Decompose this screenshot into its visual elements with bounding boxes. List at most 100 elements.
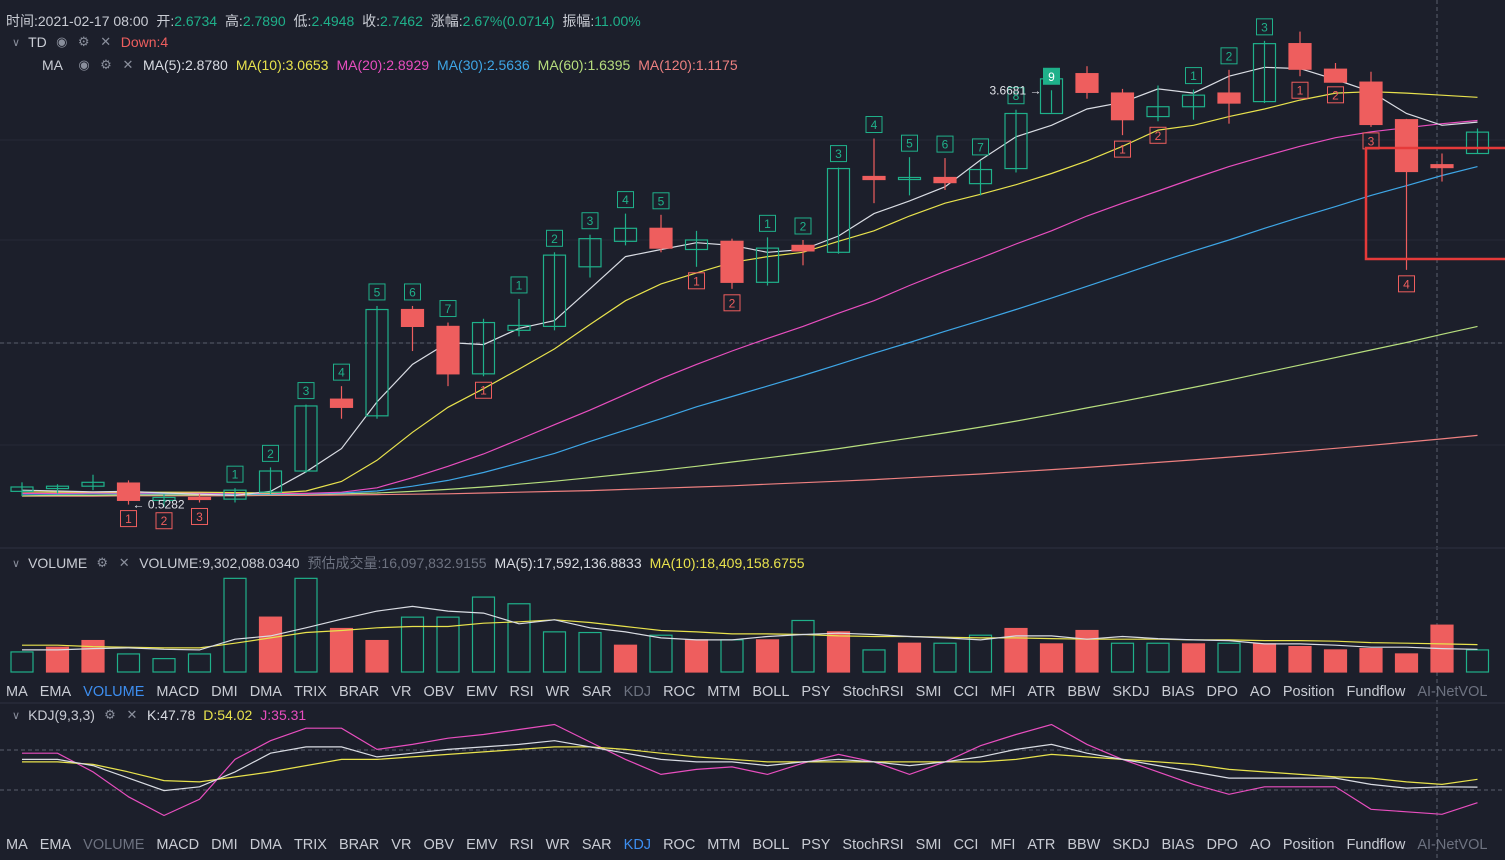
tab-boll-bottom[interactable]: BOLL [752, 837, 790, 853]
tab-dma-bottom[interactable]: DMA [249, 837, 282, 853]
tab-mfi-top[interactable]: MFI [990, 684, 1016, 700]
tab-skdj-bottom[interactable]: SKDJ [1112, 837, 1150, 853]
tab-macd-bottom[interactable]: MACD [156, 837, 200, 853]
tab-ema-bottom[interactable]: EMA [39, 837, 72, 853]
tab-roc-bottom[interactable]: ROC [663, 837, 696, 853]
tab-brar-bottom[interactable]: BRAR [338, 837, 380, 853]
td-label-box [581, 212, 599, 230]
tab-wr-top[interactable]: WR [545, 684, 570, 700]
tab-ai-netvol-top[interactable]: AI-NetVOL [1417, 684, 1488, 700]
gear-icon[interactable]: ⚙ [77, 34, 90, 49]
tab-cci-bottom[interactable]: CCI [953, 837, 979, 853]
eye-icon[interactable]: ◉ [56, 34, 68, 49]
tab-atr-bottom[interactable]: ATR [1027, 837, 1056, 853]
tab-roc-top[interactable]: ROC [663, 684, 696, 700]
td-label-number: 8 [1013, 89, 1020, 103]
tab-psy-top[interactable]: PSY [801, 684, 831, 700]
tab-kdj-bottom[interactable]: KDJ [623, 837, 652, 853]
td-label: 8 [1007, 87, 1025, 105]
tab-position-top[interactable]: Position [1282, 684, 1335, 700]
tab-ao-bottom[interactable]: AO [1249, 837, 1271, 853]
low-value: 2.4948 [311, 13, 355, 29]
tab-dmi-top[interactable]: DMI [211, 684, 238, 700]
tab-stochrsi-bottom[interactable]: StochRSI [842, 837, 904, 853]
gear-icon[interactable]: ⚙ [104, 707, 116, 722]
collapse-chevron-icon[interactable]: ∨ [12, 36, 21, 49]
td-label-box [688, 272, 705, 290]
tab-cci-top[interactable]: CCI [953, 684, 979, 700]
tab-mtm-top[interactable]: MTM [707, 684, 741, 700]
tab-dma-top[interactable]: DMA [249, 684, 282, 700]
tab-stochrsi-top[interactable]: StochRSI [842, 684, 904, 700]
tab-ma-top[interactable]: MA [6, 684, 28, 700]
tab-ma-bottom[interactable]: MA [6, 837, 28, 853]
tab-rsi-bottom[interactable]: RSI [509, 837, 534, 853]
volume-bar [116, 653, 141, 673]
tab-bias-bottom[interactable]: BIAS [1161, 837, 1195, 853]
td-label-number: 1 [125, 512, 132, 526]
volume-ma10-line [22, 619, 1478, 649]
tab-boll-top[interactable]: BOLL [752, 684, 790, 700]
close-icon[interactable]: ✕ [126, 707, 138, 722]
tab-ema-top[interactable]: EMA [39, 684, 72, 700]
tab-trix-top[interactable]: TRIX [293, 684, 327, 700]
tab-emv-bottom[interactable]: EMV [466, 837, 498, 853]
tab-fundflow-bottom[interactable]: Fundflow [1346, 837, 1406, 853]
tab-smi-bottom[interactable]: SMI [915, 837, 942, 853]
tab-volume-top[interactable]: VOLUME [83, 684, 145, 700]
tab-fundflow-top[interactable]: Fundflow [1346, 684, 1406, 700]
td-label-box [1007, 87, 1025, 105]
td-label-box [262, 444, 279, 462]
close-icon[interactable]: ✕ [100, 34, 112, 49]
td-label: 3 [191, 507, 208, 525]
tab-skdj-top[interactable]: SKDJ [1112, 684, 1150, 700]
tab-volume-bottom[interactable]: VOLUME [83, 837, 145, 853]
tab-trix-bottom[interactable]: TRIX [293, 837, 327, 853]
gear-icon[interactable]: ⚙ [100, 57, 112, 72]
tab-rsi-top[interactable]: RSI [509, 684, 534, 700]
td-label-box [830, 145, 847, 163]
tab-bias-top[interactable]: BIAS [1161, 684, 1195, 700]
tab-vr-top[interactable]: VR [391, 684, 412, 700]
volume-bar [862, 649, 886, 673]
td-label-number: 2 [729, 296, 736, 310]
candle-body [258, 470, 283, 493]
tab-mtm-bottom[interactable]: MTM [707, 837, 741, 853]
tab-ao-top[interactable]: AO [1249, 684, 1271, 700]
tab-dpo-bottom[interactable]: DPO [1206, 837, 1238, 853]
gear-icon[interactable]: ⚙ [96, 555, 109, 570]
tab-obv-bottom[interactable]: OBV [423, 837, 455, 853]
tab-macd-top[interactable]: MACD [156, 684, 200, 700]
td-label-box [368, 283, 386, 301]
td-label-box [652, 192, 670, 210]
tab-bbw-top[interactable]: BBW [1067, 684, 1101, 700]
tab-obv-top[interactable]: OBV [423, 684, 455, 700]
candle-body [720, 240, 744, 283]
close-icon[interactable]: ✕ [118, 555, 130, 570]
tab-mfi-bottom[interactable]: MFI [990, 837, 1016, 853]
tab-vr-bottom[interactable]: VR [391, 837, 412, 853]
close-icon[interactable]: ✕ [122, 57, 134, 72]
tab-dpo-top[interactable]: DPO [1206, 684, 1238, 700]
volume-ma5-line [22, 605, 1478, 651]
collapse-chevron-icon[interactable]: ∨ [12, 557, 21, 570]
tab-kdj-top[interactable]: KDJ [623, 684, 652, 700]
tab-smi-top[interactable]: SMI [915, 684, 942, 700]
candle-body [791, 244, 815, 252]
tab-bbw-bottom[interactable]: BBW [1067, 837, 1101, 853]
ma60-line [21, 325, 1478, 497]
tab-psy-bottom[interactable]: PSY [801, 837, 831, 853]
tab-dmi-bottom[interactable]: DMI [211, 837, 238, 853]
tab-position-bottom[interactable]: Position [1282, 837, 1335, 853]
tab-ai-netvol-bottom[interactable]: AI-NetVOL [1417, 837, 1488, 853]
eye-icon[interactable]: ◉ [78, 57, 90, 72]
tab-sar-bottom[interactable]: SAR [581, 837, 612, 853]
tab-sar-top[interactable]: SAR [581, 684, 612, 700]
tab-wr-bottom[interactable]: WR [545, 837, 570, 853]
collapse-chevron-icon[interactable]: ∨ [12, 709, 21, 722]
tab-emv-top[interactable]: EMV [466, 684, 498, 700]
tab-atr-top[interactable]: ATR [1027, 684, 1056, 700]
td-label: 2 [546, 229, 563, 247]
tab-brar-top[interactable]: BRAR [338, 684, 380, 700]
